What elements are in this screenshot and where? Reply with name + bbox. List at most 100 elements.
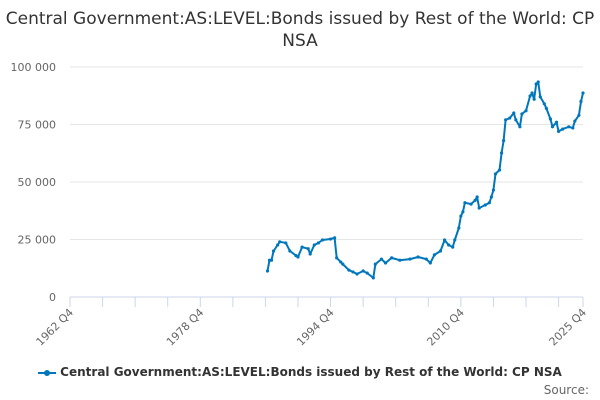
data-point	[556, 129, 561, 133]
data-point	[432, 253, 436, 257]
data-point	[361, 269, 365, 273]
data-point	[532, 97, 536, 101]
x-tick-label: 1978 Q4	[164, 306, 207, 349]
data-point	[499, 151, 504, 155]
x-tick-label: 1962 Q4	[34, 306, 77, 349]
data-point	[398, 258, 402, 262]
data-point	[461, 210, 465, 214]
data-point	[416, 255, 420, 259]
data-point	[493, 172, 498, 176]
data-point	[300, 245, 304, 249]
data-point	[459, 214, 463, 218]
data-point	[538, 95, 542, 99]
data-point	[536, 80, 540, 84]
x-tick-label: 1994 Q4	[294, 306, 337, 349]
data-point	[328, 237, 333, 241]
data-point	[371, 276, 375, 280]
series-line	[265, 80, 585, 280]
data-point	[573, 119, 577, 123]
data-point	[518, 125, 522, 129]
data-point	[365, 271, 369, 275]
data-point	[548, 117, 553, 121]
data-point	[339, 260, 343, 264]
data-point	[442, 238, 447, 242]
data-point	[453, 238, 457, 242]
y-tick-label: 75 000	[18, 119, 57, 132]
data-point	[491, 188, 496, 192]
data-point	[447, 243, 451, 247]
data-point	[333, 236, 337, 240]
data-point	[577, 113, 581, 117]
x-axis: 1962 Q4 1978 Q4 1994 Q4 2010 Q4 2025 Q4	[34, 297, 590, 349]
data-point	[271, 249, 276, 253]
data-point	[379, 257, 384, 261]
data-point	[288, 249, 292, 253]
data-point	[335, 256, 339, 260]
data-point	[524, 109, 528, 113]
data-point	[550, 125, 555, 129]
y-axis: 0 25 000 50 000 75 000 100 000	[11, 61, 57, 304]
data-point	[451, 245, 455, 249]
data-point	[428, 261, 432, 265]
data-point	[487, 201, 491, 205]
data-point	[528, 94, 532, 98]
data-point	[561, 127, 565, 131]
data-point	[554, 120, 559, 124]
data-point	[316, 241, 320, 245]
data-point	[424, 257, 428, 261]
data-point	[483, 203, 487, 207]
data-point	[469, 202, 473, 206]
data-point	[278, 240, 282, 244]
data-point	[530, 91, 534, 95]
data-point	[312, 243, 316, 247]
data-point	[265, 269, 270, 273]
gridlines	[70, 66, 583, 298]
data-point	[508, 116, 512, 120]
legend-label: Central Government:AS:LEVEL:Bonds issued…	[60, 365, 562, 379]
data-point	[390, 256, 394, 260]
y-tick-label: 100 000	[11, 61, 57, 74]
data-point	[512, 111, 516, 115]
data-point	[269, 258, 274, 262]
data-point	[347, 268, 351, 272]
y-tick-label: 50 000	[18, 176, 57, 189]
data-point	[571, 126, 575, 130]
x-tick-label: 2010 Q4	[424, 306, 467, 349]
data-point	[457, 226, 461, 230]
data-point	[284, 241, 288, 245]
series-line-path	[266, 80, 584, 279]
data-point	[544, 106, 548, 110]
data-point	[306, 247, 310, 251]
data-point	[489, 195, 493, 199]
data-point	[463, 201, 467, 205]
data-point	[438, 249, 443, 253]
data-point	[542, 102, 546, 106]
data-point	[341, 262, 345, 266]
y-tick-label: 0	[49, 291, 56, 304]
data-point	[502, 139, 506, 143]
data-point	[276, 243, 280, 247]
data-point	[296, 255, 300, 259]
data-point	[567, 125, 571, 129]
data-point	[477, 206, 481, 210]
legend-item[interactable]: Central Government:AS:LEVEL:Bonds issued…	[0, 365, 600, 379]
data-point	[408, 257, 412, 261]
data-point	[514, 118, 518, 122]
data-point	[383, 261, 388, 265]
data-point	[373, 262, 377, 266]
data-point	[581, 91, 585, 95]
data-point	[355, 272, 359, 276]
data-point	[320, 238, 325, 242]
x-tick-label: 2025 Q4	[547, 306, 590, 349]
data-point	[308, 252, 312, 256]
data-point	[504, 118, 508, 122]
data-point	[475, 195, 479, 199]
data-point	[534, 82, 538, 86]
data-point	[497, 168, 502, 172]
y-tick-label: 25 000	[18, 234, 57, 247]
chart-title: Central Government:AS:LEVEL:Bonds issued…	[5, 9, 595, 51]
legend-line-marker-icon	[38, 369, 57, 376]
data-point	[473, 198, 477, 202]
data-point	[520, 112, 524, 116]
